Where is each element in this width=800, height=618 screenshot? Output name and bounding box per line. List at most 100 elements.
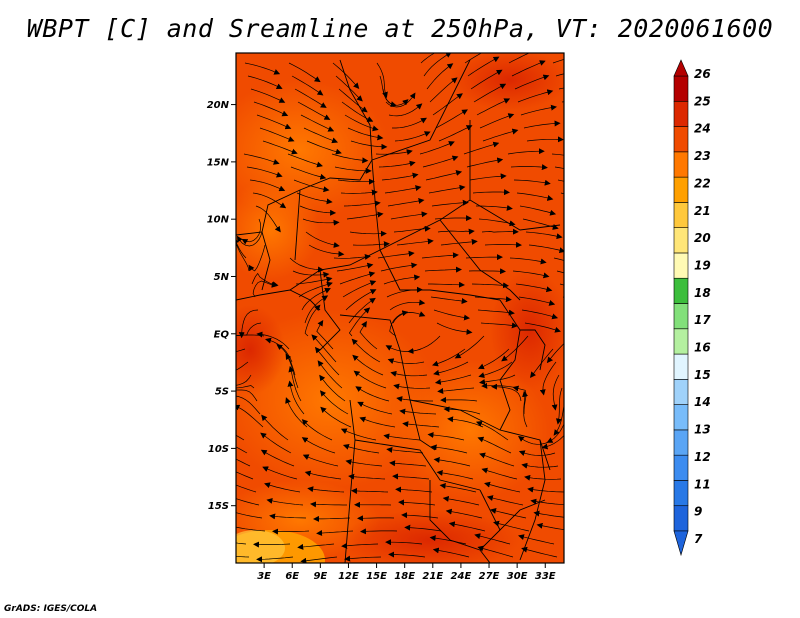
colorbar-swatch <box>673 126 689 153</box>
streamline <box>490 508 527 519</box>
streamline <box>236 484 257 493</box>
streamline <box>571 141 606 148</box>
streamline <box>467 56 500 77</box>
lat-tick-label: 5S <box>215 387 229 398</box>
streamline <box>294 88 327 108</box>
streamline <box>302 218 340 226</box>
streamline <box>423 53 452 77</box>
streamline <box>519 205 557 216</box>
streamline <box>357 515 395 522</box>
streamline <box>428 184 466 194</box>
streamline <box>306 140 342 155</box>
streamline <box>515 283 553 293</box>
colorbar-label: 17 <box>694 313 711 327</box>
streamline <box>491 383 522 402</box>
streamline <box>389 310 409 337</box>
streamline <box>530 498 564 506</box>
streamline <box>518 534 555 545</box>
streamline <box>479 113 515 129</box>
streamline <box>425 170 463 181</box>
lat-tick-label: 10N <box>207 215 230 226</box>
streamline <box>478 361 513 379</box>
streamline <box>404 524 442 532</box>
streamline <box>392 117 427 129</box>
streamline <box>300 114 335 132</box>
streamline <box>311 334 337 363</box>
streamline <box>384 185 422 194</box>
streamline <box>556 270 564 274</box>
streamline <box>430 444 468 454</box>
lon-tick-label: 33E <box>535 571 556 582</box>
colorbar-label: 21 <box>694 204 711 218</box>
streamline <box>351 487 389 494</box>
colorbar-swatch <box>673 505 689 532</box>
streamline <box>555 387 563 425</box>
streamline <box>512 270 550 279</box>
streamline <box>236 434 245 441</box>
streamline <box>288 365 302 402</box>
lon-tick-label: 6E <box>285 571 299 582</box>
streamline <box>249 179 286 192</box>
streamline <box>305 231 340 248</box>
streamline <box>513 179 551 186</box>
streamline <box>568 128 604 133</box>
colorbar-swatch <box>673 429 689 456</box>
streamline <box>390 211 428 220</box>
lat-tick-label: 5N <box>214 272 230 283</box>
lon-tick-label: 27E <box>479 571 500 582</box>
streamline <box>290 166 327 180</box>
streamline <box>396 396 433 403</box>
streamline <box>380 262 418 272</box>
streamline <box>392 473 430 480</box>
streamline <box>573 245 608 255</box>
streamline <box>296 192 333 205</box>
streamline <box>381 172 419 181</box>
streamline <box>342 443 380 454</box>
streamline <box>241 218 262 245</box>
colorbar-swatch <box>673 252 689 279</box>
streamline <box>560 192 564 195</box>
streamline <box>533 510 564 518</box>
streamline <box>442 495 480 506</box>
streamline <box>399 408 437 415</box>
streamline <box>465 254 503 261</box>
streamline <box>236 498 260 506</box>
streamline <box>509 257 547 265</box>
streamline <box>333 253 371 260</box>
streamline <box>427 432 465 441</box>
colorbar-swatch <box>673 227 689 254</box>
streamline <box>383 274 421 285</box>
streamline <box>389 460 427 467</box>
streamline <box>302 454 339 467</box>
country-borders <box>236 59 561 563</box>
streamline <box>353 370 387 389</box>
streamline <box>336 262 374 272</box>
streamline <box>246 166 283 178</box>
streamline <box>524 322 561 333</box>
streamline <box>236 231 263 247</box>
streamline <box>426 63 454 90</box>
streamline <box>344 114 379 132</box>
streamline <box>448 521 486 532</box>
streamline <box>385 345 422 352</box>
colorbar-min-triangle <box>673 530 689 557</box>
streamline <box>473 83 507 103</box>
colorbar-label: 18 <box>694 286 711 300</box>
colorbar-swatch <box>673 480 689 507</box>
lat-tick-label: 15N <box>207 157 230 168</box>
streamline <box>320 406 352 428</box>
streamline <box>313 515 351 522</box>
streamline <box>298 281 333 298</box>
streamline <box>287 380 305 415</box>
streamline <box>388 103 423 117</box>
grads-credit: GrADS: IGES/COLA <box>4 604 98 614</box>
streamline <box>357 401 393 415</box>
streamline <box>420 53 436 64</box>
streamline <box>236 458 251 467</box>
streamline <box>481 467 518 480</box>
lon-tick-label: 9E <box>313 571 327 582</box>
streamline <box>304 304 321 337</box>
streamline <box>434 374 472 385</box>
streamline <box>520 104 557 116</box>
streamline <box>525 231 563 240</box>
